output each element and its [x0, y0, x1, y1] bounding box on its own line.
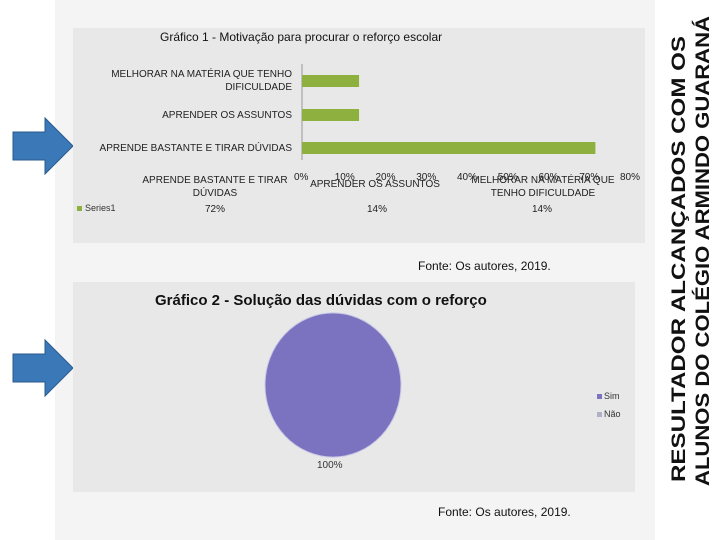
- chart1-tick-label: 50%: [497, 172, 518, 183]
- legend-swatch: [77, 206, 82, 212]
- chart1-category-label: APRENDE BASTANTE E TIRAR DÚVIDAS: [99, 143, 292, 154]
- arrow-right-icon-top: [12, 116, 74, 176]
- chart1-tick-label: 70%: [579, 172, 600, 183]
- chart1-tick-label: 0%: [294, 172, 309, 183]
- chart1-tick-label: 10%: [334, 172, 355, 183]
- chart1-bar: [302, 109, 360, 121]
- chart1-tick-label: 80%: [620, 172, 641, 183]
- chart1-category-label: APRENDER OS ASSUNTOS: [162, 110, 292, 121]
- chart1-legend-series: Series1: [77, 203, 116, 213]
- chart2-legend-nao: Não: [597, 409, 621, 419]
- legend-swatch: [597, 394, 602, 400]
- chart1-source: Fonte: Os autores, 2019.: [418, 259, 551, 273]
- side-title-line1: RESULTADOR ALCANÇADOS COM OS: [669, 36, 690, 482]
- chart1-panel: [73, 28, 645, 243]
- chart1-table-header: MELHORAR NA MATÉRIA QUE TENHO DIFICULDAD…: [471, 175, 615, 199]
- chart1-table-value: 14%: [366, 204, 387, 215]
- chart1-tick-label: 40%: [457, 172, 478, 183]
- chart2-legend-sim: Sim: [597, 391, 620, 401]
- side-title-line2: ALUNOS DO COLÉGIO ARMINDO GUARANÁ: [692, 16, 714, 486]
- chart2-data-label: 100%: [317, 460, 343, 471]
- chart2-source: Fonte: Os autores, 2019.: [438, 505, 571, 519]
- chart1-table-header: APRENDER OS ASSUNTOS: [310, 179, 440, 190]
- chart1-table-value: 72%: [204, 204, 225, 215]
- chart1-title: Gráfico 1 - Motivação para procurar o re…: [160, 30, 443, 44]
- chart1-table-value: 14%: [531, 204, 552, 215]
- chart1-bar: [302, 142, 596, 154]
- chart2-title: Gráfico 2 - Solução das dúvidas com o re…: [155, 292, 487, 309]
- chart2-pie-slice: [264, 312, 402, 458]
- chart1-tick-label: 60%: [538, 172, 559, 183]
- legend-label: Sim: [604, 391, 620, 401]
- side-title: RESULTADOR ALCANÇADOS COM OS ALUNOS DO C…: [669, 16, 714, 486]
- series-name: Series1: [85, 203, 116, 213]
- arrow-right-icon-bottom: [12, 338, 74, 398]
- chart1-tick-label: 20%: [375, 172, 396, 183]
- chart1-bar: [302, 75, 360, 87]
- chart1-tick-label: 30%: [416, 172, 437, 183]
- chart1-category-label: MELHORAR NA MATÉRIA QUE TENHO DIFICULDAD…: [111, 69, 292, 93]
- legend-label: Não: [604, 409, 621, 419]
- legend-swatch: [597, 412, 602, 418]
- chart1-table-header: APRENDE BASTANTE E TIRAR DÚVIDAS: [142, 175, 288, 199]
